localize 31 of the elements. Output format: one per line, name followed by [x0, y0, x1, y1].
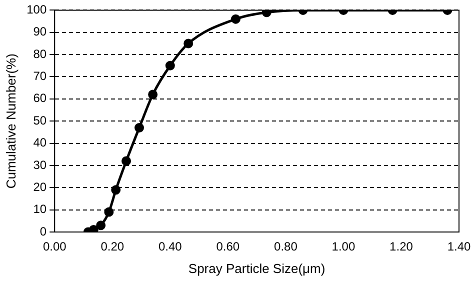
point	[122, 156, 132, 166]
point	[104, 207, 114, 217]
point	[134, 123, 144, 133]
x-tick-label: 0.60	[216, 240, 240, 254]
x-tick-label: 1.20	[390, 240, 414, 254]
y-axis-title: Cumulative Number(%)	[3, 54, 18, 189]
x-tick-label: 1.00	[332, 240, 356, 254]
y-tick-label: 50	[33, 113, 47, 128]
point	[262, 10, 272, 18]
x-tick-label: 0.20	[100, 240, 124, 254]
y-tick-label: 20	[33, 180, 47, 194]
point	[111, 185, 121, 195]
y-tick-label: 10	[33, 202, 47, 216]
point	[96, 220, 106, 230]
x-axis-title: Spray Particle Size(μm)	[188, 260, 326, 276]
y-tick-label: 100	[26, 2, 47, 17]
y-tick-label: 90	[33, 24, 47, 39]
point	[148, 90, 158, 100]
point	[184, 38, 194, 48]
point	[88, 225, 98, 232]
y-tick-label: 40	[33, 136, 47, 150]
x-tick-label: 0.00	[42, 240, 67, 254]
point	[165, 60, 175, 70]
y-tick-label: 60	[33, 91, 47, 106]
x-tick-label: 0.40	[158, 240, 182, 254]
x-tick-label: 0.80	[274, 240, 298, 254]
y-tick-label: 0	[40, 224, 47, 238]
y-tick-label: 30	[33, 158, 47, 172]
y-tick-label: 70	[33, 69, 47, 84]
y-tick-label: 80	[33, 46, 47, 61]
x-tick-label: 1.40	[447, 240, 471, 254]
